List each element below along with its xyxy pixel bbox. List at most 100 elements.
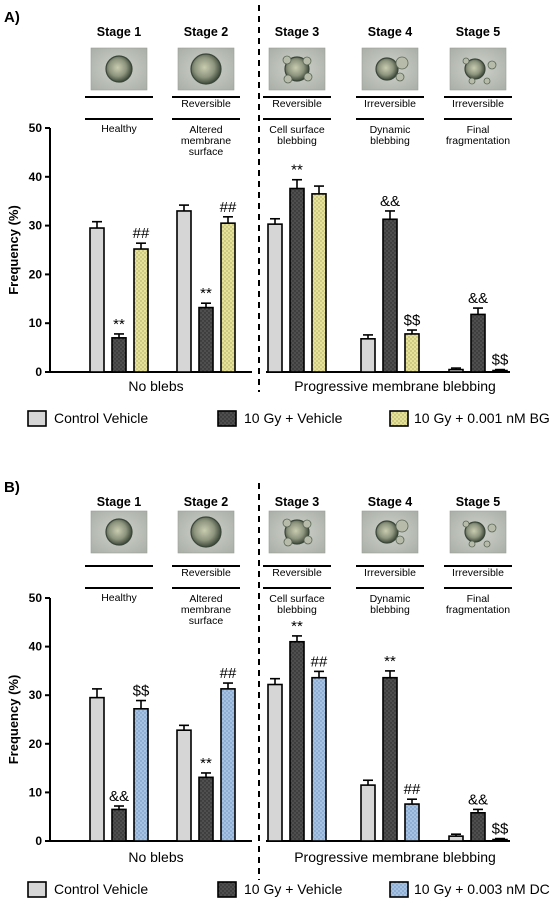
- cell-bleb: [302, 519, 312, 529]
- cell-body: [190, 516, 222, 548]
- cell-bleb: [483, 77, 491, 85]
- bar: [111, 808, 127, 842]
- cell-image: [90, 510, 148, 554]
- stage-description: blebbing: [370, 604, 410, 616]
- cell-image: [90, 47, 148, 91]
- cell-body: [105, 55, 133, 83]
- bar: [220, 222, 236, 373]
- bar: [89, 696, 105, 842]
- bar: [267, 223, 283, 373]
- bar: [289, 640, 305, 842]
- cell-bleb: [487, 523, 497, 533]
- cell-bleb: [483, 540, 491, 548]
- stage-status: Reversible: [181, 567, 231, 579]
- cell-image: [449, 510, 507, 554]
- cell-body: [375, 57, 399, 81]
- significance-label: ##: [311, 653, 328, 670]
- significance-label: ##: [404, 781, 421, 798]
- group-label: No blebs: [128, 378, 183, 394]
- stage-status: Irreversible: [452, 567, 504, 579]
- significance-label: $$: [133, 683, 150, 700]
- significance-label: $$: [492, 821, 509, 838]
- stage-title: Stage 1: [97, 495, 142, 509]
- chart-panel-a: A) Stage 1 Healthy Stage 2 Reversible Altered…: [4, 9, 550, 427]
- bar: [311, 193, 327, 373]
- significance-label: ##: [220, 199, 237, 216]
- cell-bleb: [487, 60, 497, 70]
- bar: [176, 210, 192, 373]
- y-tick-label: 0: [35, 834, 42, 848]
- significance-label: **: [200, 755, 212, 772]
- bar: [382, 676, 398, 842]
- stage-description: Dynamic: [370, 124, 411, 136]
- significance-label: **: [384, 653, 396, 670]
- cell-body: [464, 58, 486, 80]
- stage-description: Final: [467, 593, 490, 605]
- bar: [198, 306, 214, 373]
- bar: [133, 248, 149, 373]
- legend-label: Control Vehicle: [54, 410, 148, 426]
- stage-description: fragmentation: [446, 135, 510, 147]
- cell-bleb: [283, 74, 293, 84]
- y-tick-label: 10: [29, 316, 43, 330]
- group-label: Progressive membrane blebbing: [294, 849, 496, 865]
- stage-title: Stage 2: [184, 495, 229, 509]
- significance-label: &&: [468, 791, 488, 808]
- bar: [492, 369, 508, 373]
- cell-bleb: [395, 56, 409, 70]
- cell-body: [284, 519, 310, 545]
- legend-swatch: [27, 881, 47, 898]
- bar: [404, 803, 420, 842]
- chart-panel-b: B) Stage 1 Healthy Stage 2 Reversible Altered…: [4, 479, 550, 898]
- stage-description: Healthy: [101, 123, 137, 135]
- bar: [176, 729, 192, 842]
- y-axis-label: Frequency (%): [6, 675, 21, 765]
- legend-swatch: [389, 881, 409, 898]
- significance-label: $$: [404, 312, 421, 329]
- cell-bleb: [395, 72, 405, 82]
- cell-image: [361, 47, 419, 91]
- cell-body: [464, 521, 486, 543]
- stage-title: Stage 1: [97, 25, 142, 39]
- bar: [267, 683, 283, 842]
- y-axis-label: Frequency (%): [6, 205, 21, 295]
- stage-description: fragmentation: [446, 604, 510, 616]
- bar: [448, 368, 464, 373]
- stage-description: Altered: [189, 593, 222, 605]
- stage-description: Cell surface: [269, 593, 325, 605]
- cell-body: [190, 53, 222, 85]
- bar: [448, 835, 464, 842]
- cell-bleb: [468, 77, 476, 85]
- significance-label: **: [291, 618, 303, 635]
- bar: [111, 337, 127, 373]
- cell-image: [268, 510, 326, 554]
- significance-label: &&: [468, 290, 488, 307]
- y-tick-label: 0: [35, 365, 42, 379]
- stage-description: membrane: [181, 135, 231, 147]
- cell-bleb: [462, 57, 470, 65]
- cell-image: [361, 510, 419, 554]
- stage-status: Irreversible: [452, 98, 504, 110]
- bar: [360, 784, 376, 842]
- significance-label: ##: [133, 225, 150, 242]
- cell-image: [449, 47, 507, 91]
- y-tick-label: 50: [29, 121, 43, 135]
- stage-title: Stage 4: [368, 25, 413, 39]
- significance-label: **: [200, 285, 212, 302]
- legend-swatch: [389, 410, 409, 427]
- stage-description: membrane: [181, 604, 231, 616]
- legend-label: Control Vehicle: [54, 881, 148, 897]
- y-tick-label: 20: [29, 737, 43, 751]
- cell-bleb: [303, 535, 313, 545]
- legend-swatch: [217, 881, 237, 898]
- panel-label: B): [4, 479, 20, 496]
- panel-label: A): [4, 9, 20, 26]
- y-tick-label: 30: [29, 688, 43, 702]
- bar: [382, 218, 398, 373]
- legend-swatch: [217, 410, 237, 427]
- stage-title: Stage 5: [456, 495, 501, 509]
- cell-body: [105, 518, 133, 546]
- significance-label: $$: [492, 352, 509, 369]
- bar: [470, 812, 486, 842]
